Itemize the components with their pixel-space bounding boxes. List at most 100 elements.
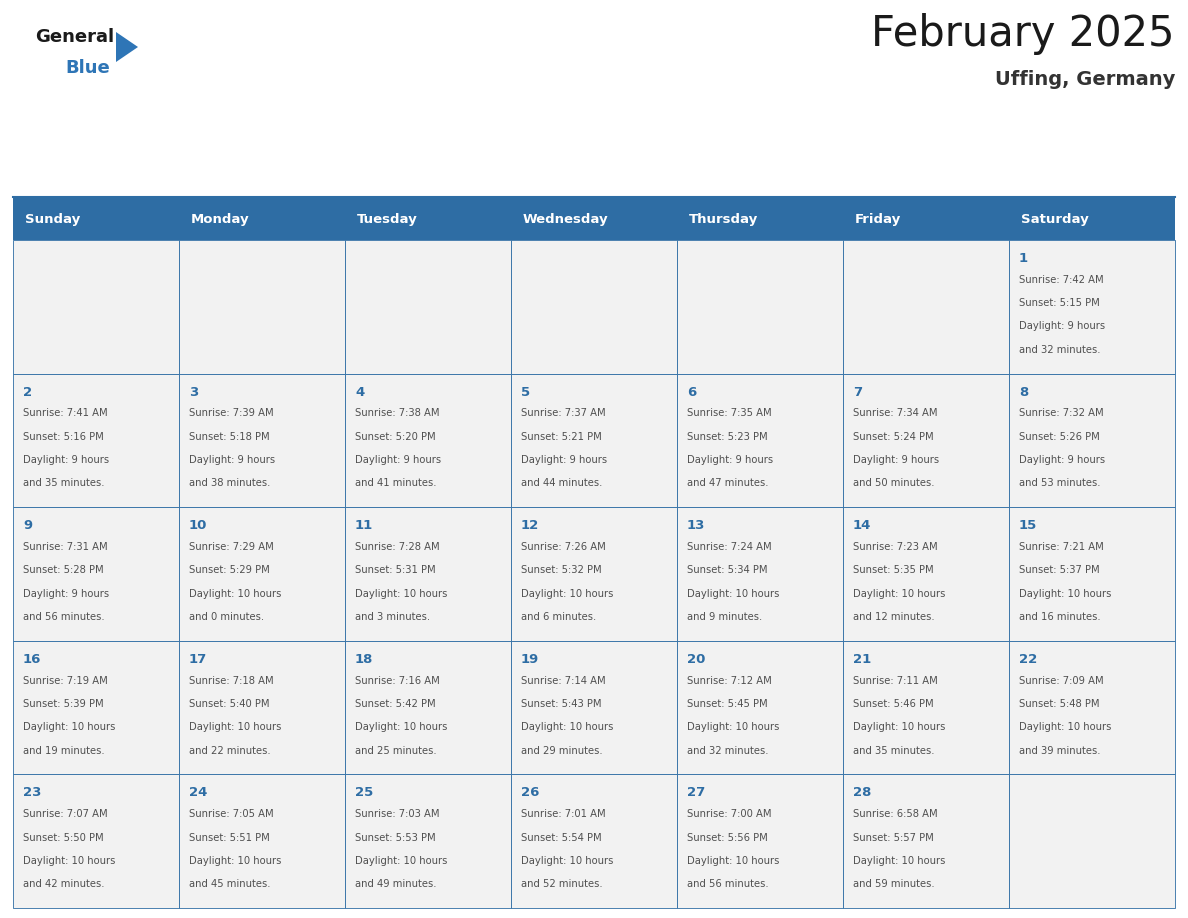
Text: 26: 26 [522, 787, 539, 800]
Text: Sunrise: 7:18 AM: Sunrise: 7:18 AM [189, 676, 273, 686]
Bar [511, 508, 677, 641]
Text: Sunset: 5:16 PM: Sunset: 5:16 PM [23, 431, 103, 442]
Text: Thursday: Thursday [689, 212, 758, 226]
Bar [345, 374, 511, 508]
Polygon shape [116, 32, 138, 62]
Bar [843, 775, 1009, 908]
Bar [511, 198, 677, 240]
Bar [345, 198, 511, 240]
Text: Sunset: 5:42 PM: Sunset: 5:42 PM [355, 699, 436, 709]
Text: and 0 minutes.: and 0 minutes. [189, 612, 264, 622]
Text: Sunset: 5:15 PM: Sunset: 5:15 PM [1019, 298, 1100, 308]
Text: and 56 minutes.: and 56 minutes. [687, 879, 769, 890]
Text: 22: 22 [1019, 653, 1037, 666]
Text: and 49 minutes.: and 49 minutes. [355, 879, 436, 890]
Text: Daylight: 10 hours: Daylight: 10 hours [853, 856, 946, 866]
Text: Sunset: 5:21 PM: Sunset: 5:21 PM [522, 431, 601, 442]
Text: 7: 7 [853, 386, 862, 398]
Text: Sunrise: 7:12 AM: Sunrise: 7:12 AM [687, 676, 772, 686]
Text: Sunset: 5:43 PM: Sunset: 5:43 PM [522, 699, 601, 709]
Text: Sunrise: 7:24 AM: Sunrise: 7:24 AM [687, 542, 771, 552]
Text: Sunrise: 7:29 AM: Sunrise: 7:29 AM [189, 542, 273, 552]
Text: Sunrise: 7:39 AM: Sunrise: 7:39 AM [189, 409, 273, 419]
Text: Sunday: Sunday [25, 212, 80, 226]
Text: Sunset: 5:37 PM: Sunset: 5:37 PM [1019, 565, 1100, 576]
Bar [179, 240, 345, 374]
Bar [345, 508, 511, 641]
Bar [345, 641, 511, 775]
Text: Sunrise: 7:19 AM: Sunrise: 7:19 AM [23, 676, 108, 686]
Text: 19: 19 [522, 653, 539, 666]
Text: 16: 16 [23, 653, 42, 666]
Bar [13, 508, 179, 641]
Text: Daylight: 10 hours: Daylight: 10 hours [853, 588, 946, 599]
Text: Daylight: 9 hours: Daylight: 9 hours [1019, 455, 1105, 465]
Bar [13, 240, 179, 374]
Bar [677, 641, 843, 775]
Text: Sunrise: 7:11 AM: Sunrise: 7:11 AM [853, 676, 937, 686]
Text: and 45 minutes.: and 45 minutes. [189, 879, 271, 890]
Text: Tuesday: Tuesday [356, 212, 417, 226]
Bar [677, 374, 843, 508]
Text: Daylight: 9 hours: Daylight: 9 hours [1019, 321, 1105, 331]
Text: Daylight: 10 hours: Daylight: 10 hours [23, 856, 115, 866]
Text: Sunset: 5:45 PM: Sunset: 5:45 PM [687, 699, 767, 709]
Text: and 47 minutes.: and 47 minutes. [687, 478, 769, 488]
Text: Sunrise: 7:09 AM: Sunrise: 7:09 AM [1019, 676, 1104, 686]
Text: Sunset: 5:54 PM: Sunset: 5:54 PM [522, 833, 601, 843]
Bar [843, 240, 1009, 374]
Text: and 19 minutes.: and 19 minutes. [23, 745, 105, 756]
Bar [179, 198, 345, 240]
Text: Sunset: 5:20 PM: Sunset: 5:20 PM [355, 431, 436, 442]
Text: Monday: Monday [190, 212, 249, 226]
Text: 11: 11 [355, 520, 373, 532]
Bar [345, 240, 511, 374]
Text: Sunrise: 7:42 AM: Sunrise: 7:42 AM [1019, 274, 1104, 285]
Text: 20: 20 [687, 653, 706, 666]
Text: 13: 13 [687, 520, 706, 532]
Bar [843, 641, 1009, 775]
Bar [13, 775, 179, 908]
Text: 23: 23 [23, 787, 42, 800]
Text: 21: 21 [853, 653, 871, 666]
Text: and 59 minutes.: and 59 minutes. [853, 879, 935, 890]
Text: Sunset: 5:50 PM: Sunset: 5:50 PM [23, 833, 103, 843]
Text: Daylight: 10 hours: Daylight: 10 hours [355, 722, 448, 733]
Text: Sunrise: 7:26 AM: Sunrise: 7:26 AM [522, 542, 606, 552]
Text: Daylight: 9 hours: Daylight: 9 hours [189, 455, 276, 465]
Text: Sunset: 5:29 PM: Sunset: 5:29 PM [189, 565, 270, 576]
Text: Daylight: 10 hours: Daylight: 10 hours [355, 588, 448, 599]
Text: Sunset: 5:39 PM: Sunset: 5:39 PM [23, 699, 103, 709]
Text: Sunrise: 7:31 AM: Sunrise: 7:31 AM [23, 542, 108, 552]
Text: and 52 minutes.: and 52 minutes. [522, 879, 602, 890]
Text: Daylight: 10 hours: Daylight: 10 hours [1019, 588, 1111, 599]
Bar [1009, 198, 1175, 240]
Text: 15: 15 [1019, 520, 1037, 532]
Text: 4: 4 [355, 386, 365, 398]
Text: 18: 18 [355, 653, 373, 666]
Text: Sunset: 5:34 PM: Sunset: 5:34 PM [687, 565, 767, 576]
Text: 8: 8 [1019, 386, 1028, 398]
Text: Sunset: 5:57 PM: Sunset: 5:57 PM [853, 833, 934, 843]
Text: and 25 minutes.: and 25 minutes. [355, 745, 436, 756]
Text: and 35 minutes.: and 35 minutes. [853, 745, 935, 756]
Text: 24: 24 [189, 787, 208, 800]
Text: 27: 27 [687, 787, 706, 800]
Text: Uffing, Germany: Uffing, Germany [994, 70, 1175, 89]
Text: and 12 minutes.: and 12 minutes. [853, 612, 935, 622]
Text: 25: 25 [355, 787, 373, 800]
Text: Daylight: 10 hours: Daylight: 10 hours [189, 856, 282, 866]
Bar [1009, 508, 1175, 641]
Bar [1009, 240, 1175, 374]
Text: and 22 minutes.: and 22 minutes. [189, 745, 271, 756]
Text: Sunrise: 7:01 AM: Sunrise: 7:01 AM [522, 809, 606, 819]
Bar [677, 240, 843, 374]
Text: Sunset: 5:28 PM: Sunset: 5:28 PM [23, 565, 103, 576]
Text: Sunrise: 7:41 AM: Sunrise: 7:41 AM [23, 409, 108, 419]
Text: Daylight: 10 hours: Daylight: 10 hours [355, 856, 448, 866]
Bar [345, 775, 511, 908]
Text: Sunset: 5:18 PM: Sunset: 5:18 PM [189, 431, 270, 442]
Bar [511, 374, 677, 508]
Text: and 39 minutes.: and 39 minutes. [1019, 745, 1100, 756]
Bar [511, 641, 677, 775]
